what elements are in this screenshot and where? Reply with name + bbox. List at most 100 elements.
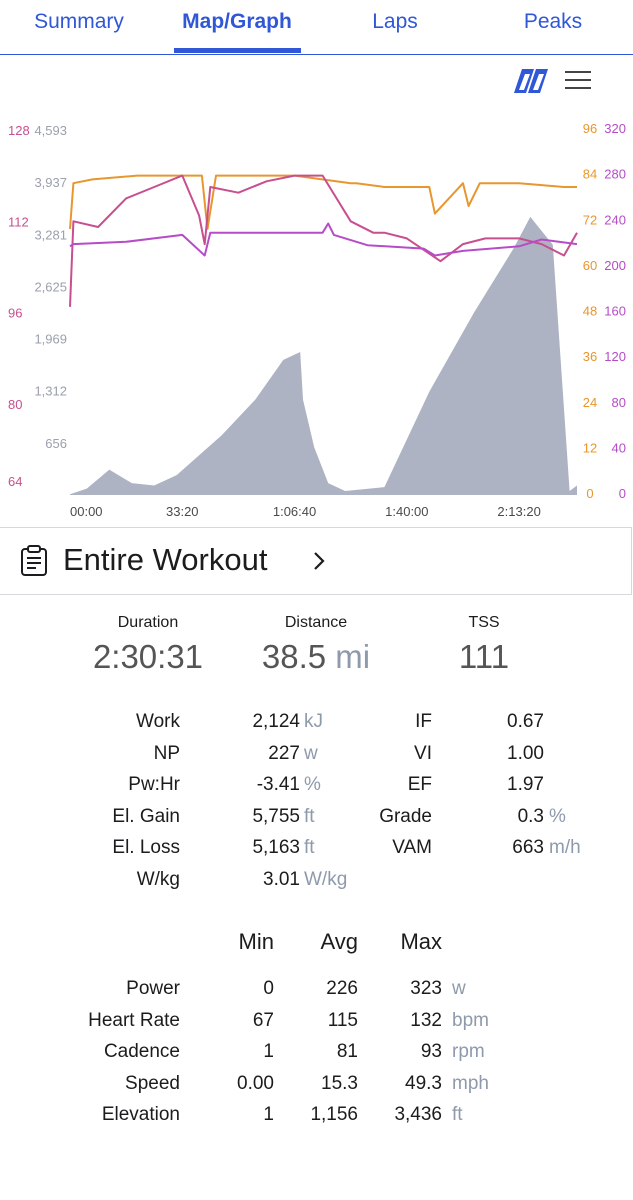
stat-value: 0.3: [517, 805, 544, 827]
power-tick-label: 0: [619, 486, 626, 501]
stat-value: -3.41: [256, 774, 300, 796]
cadence-tick-label: 48: [583, 304, 597, 319]
stat-value: 227: [268, 742, 300, 764]
summary-label: TSS: [468, 614, 500, 631]
stat-label: W/kg: [136, 869, 180, 890]
table-header-avg: Avg: [320, 929, 358, 954]
tab-summary[interactable]: Summary: [34, 10, 124, 33]
tab-bar: Summary Map/Graph Laps Peaks: [0, 0, 633, 55]
tab-laps[interactable]: Laps: [372, 10, 418, 33]
summary-label: Duration: [117, 614, 179, 631]
stat-unit: ft: [304, 837, 315, 859]
cadence-line: [69, 174, 577, 230]
workout-chart[interactable]: 128 112 96 80 64 4,593 3,937 3,281 2,625 1,969 1,3…: [0, 100, 633, 520]
heart_rate-tick-label: 64: [8, 474, 22, 489]
table-cell-min: 67: [252, 1009, 274, 1031]
stat-value: 2,124: [252, 711, 300, 732]
stat-label: IF: [415, 711, 432, 732]
elevation-tick-label: 4,593: [34, 123, 67, 138]
heart_rate-tick-label: 128: [8, 123, 30, 138]
stat-value: 1.97: [507, 774, 544, 796]
summary-label: Distance: [284, 614, 348, 631]
entire-workout-selector[interactable]: Entire Workout: [0, 527, 632, 595]
table-cell-unit: bpm: [452, 1009, 489, 1031]
x-tick-label: 1:06:40: [273, 504, 316, 519]
power-tick-label: 160: [604, 304, 626, 319]
table-row-label: Elevation: [101, 1104, 180, 1126]
table-cell-max: 93: [420, 1041, 442, 1063]
clipboard-icon: [21, 545, 47, 576]
elevation-tick-label: 2,625: [34, 279, 67, 294]
elevation-area: [70, 216, 577, 495]
power-tick-label: 280: [604, 167, 626, 182]
power-tick-label: 80: [612, 395, 626, 410]
tab-peaks[interactable]: Peaks: [523, 10, 583, 33]
table-cell-max: 132: [410, 1009, 442, 1031]
stat-label: VAM: [392, 837, 432, 859]
x-tick-label: 1:40:00: [385, 504, 428, 519]
heart_rate-tick-label: 112: [8, 214, 29, 229]
stat-value: 5,163: [252, 837, 300, 859]
table-header-min: Min: [238, 929, 274, 954]
table-cell-min: 1: [263, 1041, 274, 1063]
stat-value: 3.01: [263, 869, 300, 890]
stat-value: 5,755: [252, 805, 300, 827]
cadence-tick-label: 60: [583, 258, 597, 273]
stat-unit: %: [304, 774, 321, 796]
table-cell-avg: 115: [327, 1009, 358, 1031]
power-line: [69, 222, 578, 257]
summary-tss: TSS 111: [404, 614, 564, 676]
heart_rate-tick-label: 96: [8, 306, 22, 321]
hamburger-menu-icon[interactable]: [565, 70, 593, 92]
summary-distance: Distance 38.5 mi: [236, 614, 396, 676]
stat-unit: %: [549, 805, 566, 827]
table-cell-avg: 81: [336, 1041, 358, 1063]
table-row-label: Heart Rate: [88, 1009, 180, 1031]
table-cell-unit: w: [452, 978, 466, 999]
cadence-tick-label: 24: [583, 395, 597, 410]
power-tick-label: 120: [604, 349, 626, 364]
cadence-tick-label: 12: [583, 440, 597, 455]
table-cell-max: 323: [410, 978, 442, 999]
trainingpeaks-logo-icon[interactable]: [514, 66, 550, 96]
table-cell-avg: 1,156: [310, 1104, 358, 1126]
summary-duration: Duration 2:30:31: [68, 614, 228, 676]
stat-value: 0.67: [507, 711, 544, 732]
table-cell-avg: 226: [326, 978, 358, 999]
table-cell-min: 0: [263, 978, 274, 999]
table-cell-max: 49.3: [405, 1072, 442, 1094]
elevation-tick-label: 3,937: [34, 175, 67, 190]
x-tick-label: 33:20: [166, 504, 199, 519]
summary-unit: mi: [335, 638, 371, 675]
table-cell-min: 1: [263, 1104, 274, 1126]
power-tick-label: 320: [604, 121, 626, 136]
cadence-tick-label: 0: [586, 486, 593, 501]
table-header-max: Max: [400, 929, 442, 954]
elevation-tick-label: 1,969: [34, 332, 67, 347]
cadence-tick-label: 72: [583, 212, 597, 227]
heart_rate-tick-label: 80: [8, 397, 22, 412]
summary-value: 2:30:31: [92, 638, 204, 675]
workout-title: Entire Workout: [63, 542, 268, 577]
cadence-tick-label: 96: [583, 121, 597, 136]
elevation-tick-label: 656: [45, 436, 67, 451]
stat-label: Pw:Hr: [128, 774, 180, 796]
chevron-right-icon: [314, 552, 325, 570]
table-cell-unit: mph: [452, 1072, 489, 1094]
elevation-tick-label: 1,312: [34, 384, 67, 399]
x-tick-label: 00:00: [70, 504, 103, 519]
table-cell-max: 3,436: [394, 1104, 442, 1126]
tab-map-graph[interactable]: Map/Graph: [182, 10, 292, 33]
stat-unit: W/kg: [304, 869, 348, 890]
stat-value: 663: [512, 837, 544, 859]
stat-label: Work: [136, 711, 180, 732]
stat-unit: kJ: [304, 711, 323, 732]
stat-label: VI: [414, 742, 432, 764]
power-tick-label: 200: [604, 258, 626, 273]
stat-label: NP: [153, 742, 180, 764]
table-row-label: Power: [126, 978, 180, 999]
summary-value: 111: [458, 638, 510, 675]
summary-value: 38.5: [261, 638, 327, 675]
power-tick-label: 40: [612, 440, 626, 455]
stat-unit: w: [304, 742, 318, 764]
